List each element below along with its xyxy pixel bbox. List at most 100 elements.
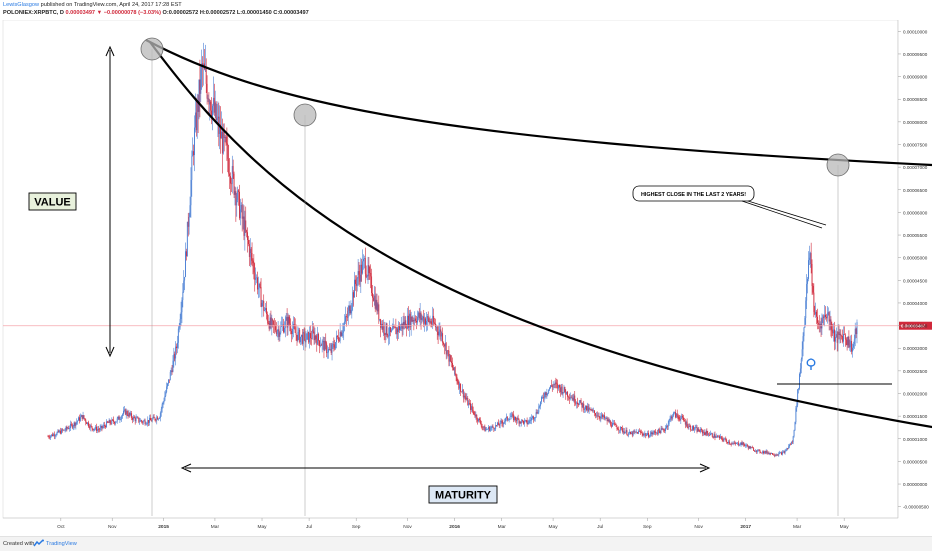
- candle-body: [744, 444, 746, 446]
- candle-body: [697, 428, 699, 432]
- candle-body: [328, 349, 329, 353]
- candle-body: [407, 315, 409, 329]
- candle-body: [812, 285, 814, 293]
- candle-body: [518, 419, 520, 424]
- candle-body: [833, 329, 835, 334]
- candle-body: [615, 424, 617, 427]
- y-tick-label: 0.00005500: [903, 233, 928, 238]
- candle-body: [108, 420, 110, 423]
- candle-body: [424, 318, 426, 324]
- candle-body: [633, 431, 635, 433]
- candle-body: [408, 315, 409, 328]
- candle-body: [674, 412, 675, 413]
- candle-body: [67, 428, 69, 429]
- candle-body: [60, 430, 62, 434]
- candle-body: [411, 316, 413, 322]
- candle-body: [308, 331, 310, 343]
- candle-body: [425, 318, 426, 325]
- candle-body: [465, 397, 467, 400]
- candle-body: [123, 409, 125, 411]
- candle-body: [568, 397, 570, 399]
- candle-body: [531, 417, 533, 421]
- candle-body: [638, 430, 640, 434]
- candle-body: [274, 325, 276, 331]
- candle-body: [390, 327, 391, 332]
- candle-body: [621, 427, 622, 429]
- candle-body: [338, 340, 340, 342]
- candle-body: [276, 331, 278, 335]
- candle-body: [838, 331, 840, 335]
- candle-body: [61, 429, 63, 431]
- candle-body: [718, 436, 720, 437]
- candle-body: [481, 426, 483, 428]
- tradingview-brand[interactable]: TradingView: [46, 541, 77, 547]
- marker-circle[interactable]: [826, 153, 850, 177]
- map-pin-icon[interactable]: [806, 358, 816, 370]
- candle-body: [527, 422, 529, 425]
- candle-body: [601, 414, 603, 417]
- y-tick-label: 0.00003000: [903, 346, 928, 351]
- candle-body: [48, 436, 50, 438]
- candle-body: [533, 418, 535, 420]
- last-price-tag: [899, 321, 932, 330]
- candle-body: [127, 414, 129, 417]
- candle-body: [814, 312, 816, 315]
- candle-body: [794, 422, 796, 431]
- candle-body: [230, 176, 231, 184]
- candle-body: [416, 320, 417, 323]
- author-name[interactable]: LewisGlasgow: [3, 2, 40, 8]
- candle-body: [103, 424, 105, 427]
- candle-body: [428, 318, 430, 323]
- candle-body: [153, 416, 155, 418]
- candle-body: [329, 349, 331, 350]
- candle-body: [478, 418, 480, 422]
- candle-body: [589, 408, 591, 410]
- candle-body: [128, 412, 130, 417]
- candle-body: [104, 424, 106, 426]
- candle-body: [476, 414, 478, 420]
- candle-body: [612, 423, 613, 427]
- candle-body: [302, 332, 304, 344]
- candle-body: [158, 418, 160, 420]
- candle-body: [134, 418, 136, 422]
- candle-body: [406, 328, 408, 329]
- candle-body: [434, 323, 436, 328]
- candle-body: [376, 299, 378, 312]
- candle-body: [226, 143, 228, 146]
- candle-body: [333, 344, 335, 348]
- candle-body: [834, 336, 836, 342]
- candle-body: [200, 69, 202, 94]
- candle-body: [416, 316, 418, 323]
- candle-body: [166, 386, 168, 393]
- candle-body: [689, 425, 691, 427]
- candle-body: [295, 332, 297, 335]
- price-chart[interactable]: 0.00003497 VALUE MATURITY HIGHEST CLOSE IN …: [0, 20, 932, 536]
- candle-body: [648, 436, 650, 437]
- y-tick-label: 0.00009500: [903, 52, 928, 57]
- marker-circle[interactable]: [140, 37, 164, 61]
- candle-body: [571, 397, 573, 399]
- candle-body: [763, 451, 764, 454]
- candle-body: [789, 444, 791, 447]
- candle-body: [761, 452, 763, 454]
- candle-body: [204, 68, 206, 70]
- candle-body: [497, 422, 499, 426]
- candle-body: [282, 324, 284, 326]
- candle-body: [443, 344, 445, 347]
- lower-decay-curve[interactable]: [149, 41, 932, 438]
- candle-body: [626, 430, 628, 435]
- candle-body: [214, 102, 216, 113]
- candle-body: [384, 333, 386, 335]
- candle-body: [254, 272, 256, 280]
- symbol-label: POLONIEX:XRPBTC, D: [3, 10, 64, 16]
- marker-circle[interactable]: [293, 103, 317, 127]
- upper-decay-curve[interactable]: [145, 39, 932, 167]
- x-tick-label: Mar: [793, 524, 802, 530]
- candle-body: [708, 434, 710, 436]
- y-tick-label: 0.00003500: [903, 324, 928, 329]
- candle-body: [644, 433, 646, 435]
- candle-body: [526, 420, 528, 425]
- candle-body: [209, 101, 211, 105]
- chart-area[interactable]: 0.00003497 VALUE MATURITY HIGHEST CLOSE IN …: [0, 20, 932, 536]
- candle-body: [360, 264, 362, 282]
